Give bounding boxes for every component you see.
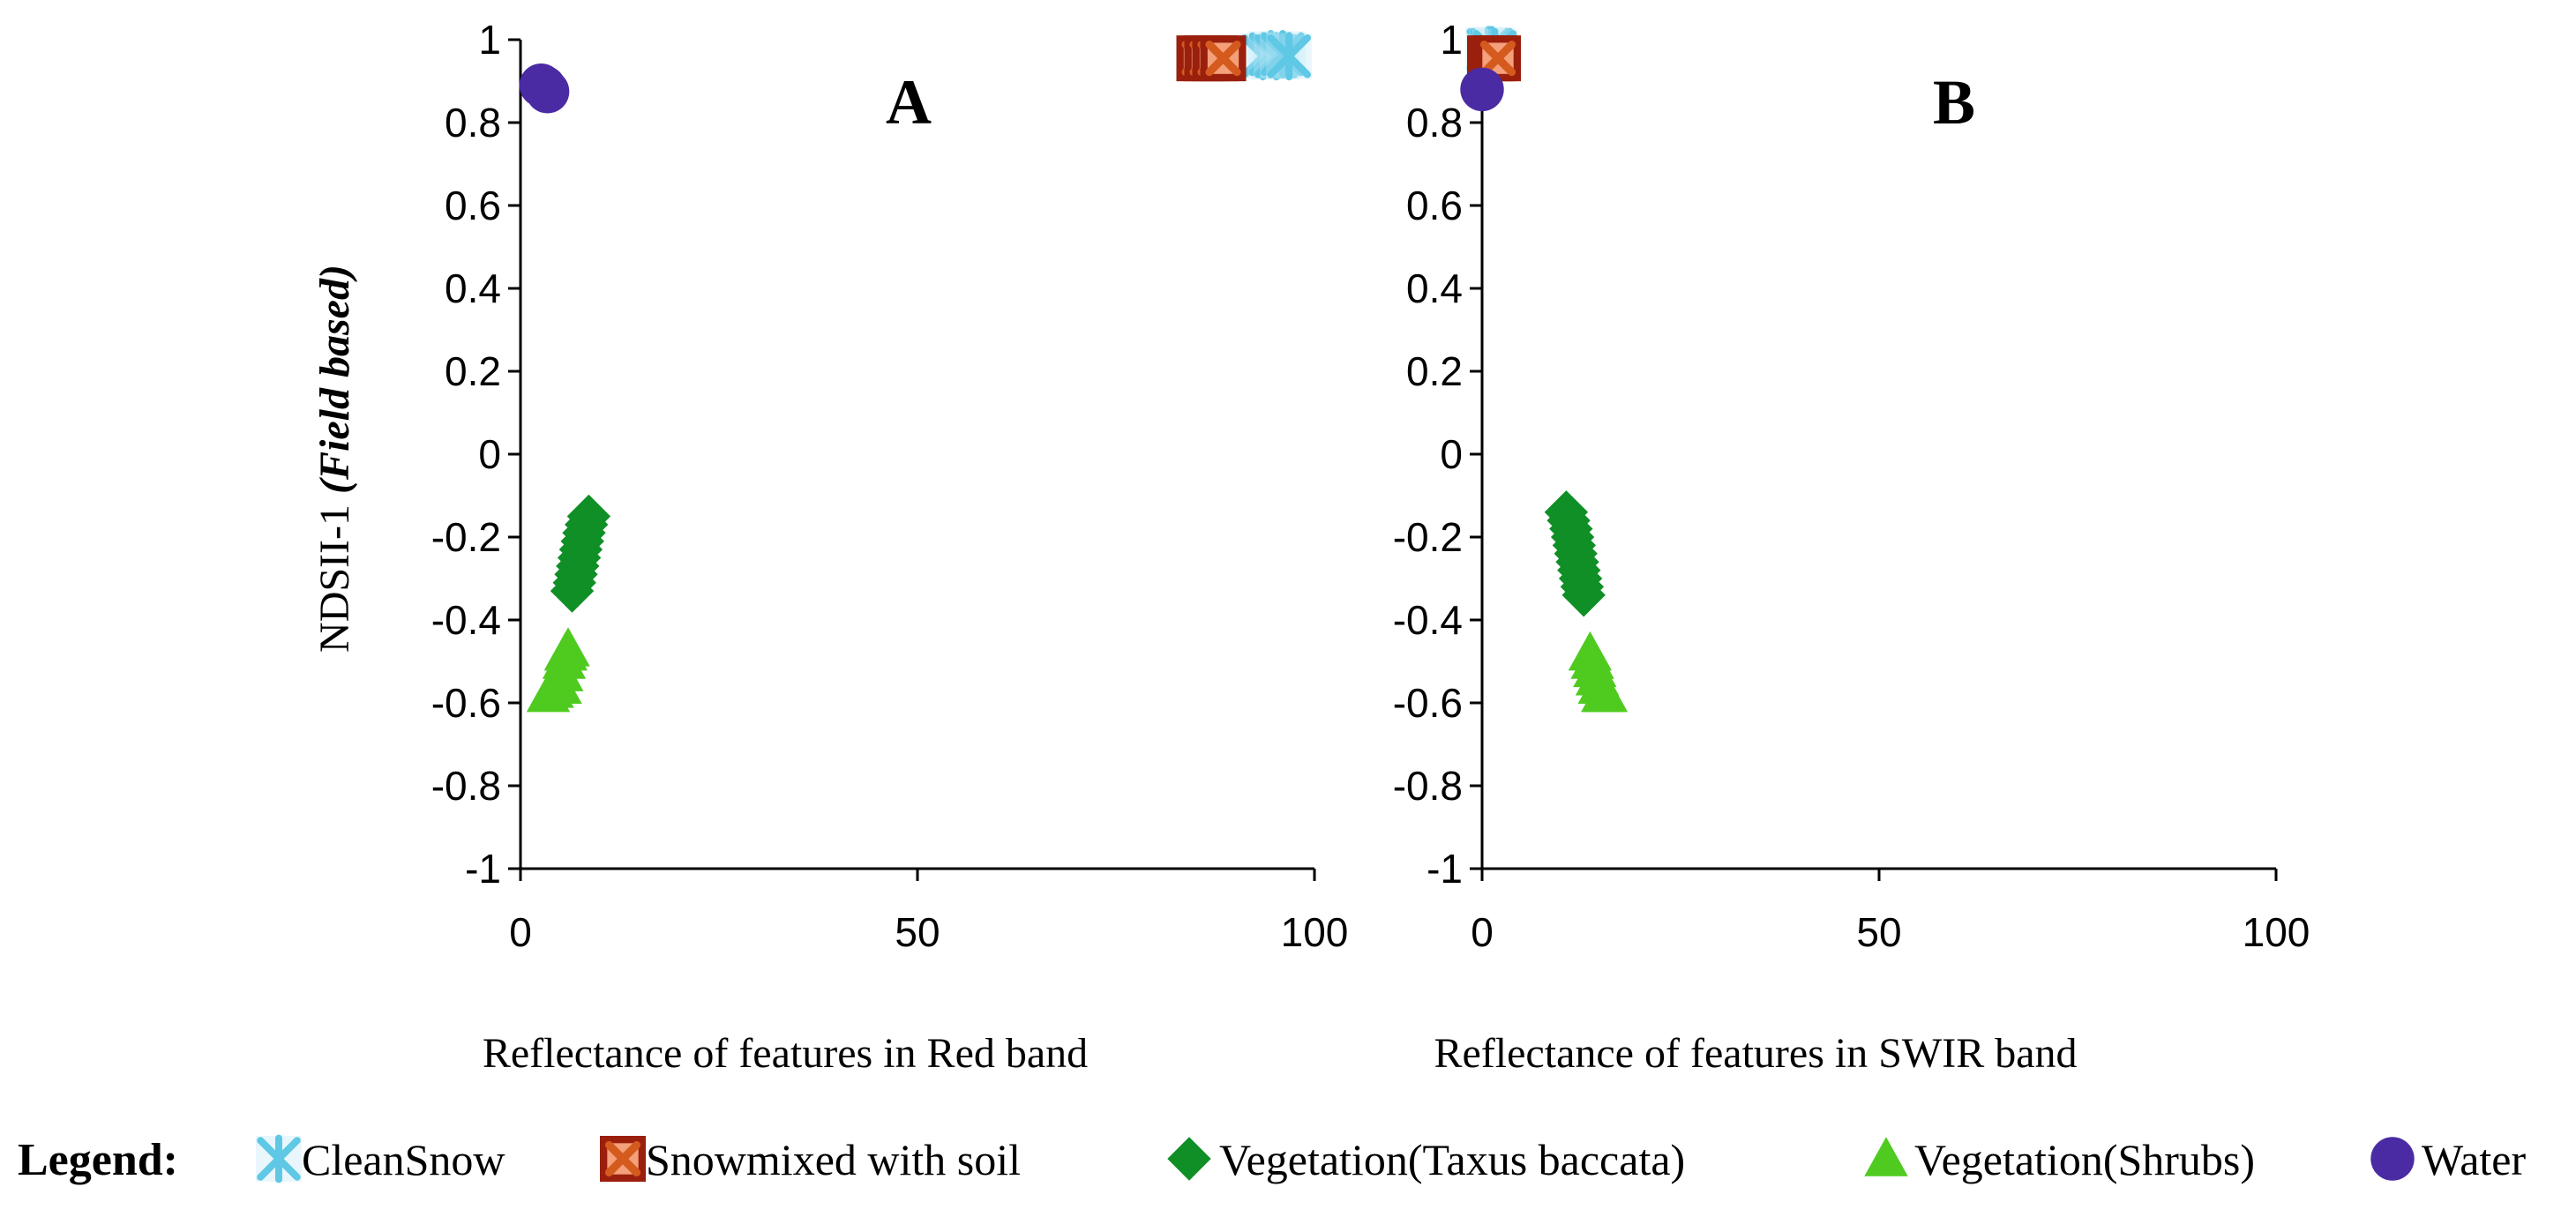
- panel-b-point-vegetation-taxus-baccata: [1561, 573, 1606, 617]
- panel-b-y-tick-label: 1: [1440, 17, 1463, 63]
- panel-a-x-tick-label: 0: [509, 909, 532, 955]
- panel-b-y-tick-label: -1: [1427, 846, 1463, 892]
- panel-a-y-tick-label: 0.4: [445, 265, 501, 311]
- legend-label-shrubs: Vegetation(Shrubs): [1914, 1135, 2255, 1184]
- panel-a-point-snowmixed-with-soil: [1200, 35, 1247, 82]
- panel-b-point-vegetation-shrubs: [1584, 672, 1629, 713]
- legend-item-taxus: Vegetation(Taxus baccata): [1167, 1135, 1685, 1184]
- panel-b-plot: -1-0.8-0.6-0.4-0.200.20.40.60.81 0 50 100 …: [1393, 17, 2310, 1077]
- panel-a-y-tick-label: 0.8: [445, 100, 501, 146]
- legend-item-water: Water: [2370, 1135, 2526, 1184]
- panel-b-y-tick-label: -0.8: [1393, 763, 1463, 809]
- panel-b-y-tick-label: -0.2: [1393, 514, 1463, 560]
- panel-b-x-tick-label: 50: [1856, 909, 1901, 955]
- panel-a-y-tick-label: -0.4: [431, 597, 501, 643]
- panel-a-y-tick-label: -0.8: [431, 763, 501, 809]
- panel-b-series-vegetation-taxus-baccata: [1544, 490, 1606, 617]
- panel-a-y-axis-title-main: NDSII-1: [311, 504, 358, 653]
- legend-marker-vegetation-shrubs: [1864, 1137, 1908, 1176]
- panel-b-x-axis-title: Reflectance of features in SWIR band: [1434, 1030, 2077, 1077]
- panel-a-point-water: [525, 70, 570, 114]
- legend-marker-water: [2370, 1137, 2415, 1181]
- panel-b-y-tick-label: 0.2: [1406, 348, 1463, 394]
- panel-b-series-vegetation-shrubs: [1568, 631, 1629, 713]
- panel-b-y-tick-label: -0.6: [1393, 680, 1463, 726]
- panel-a-y-axis-title-italic: (Field based): [311, 265, 358, 494]
- panel-b-y-tick-label: 0: [1440, 431, 1463, 477]
- panel-a-y-tick-label: 1: [478, 17, 501, 63]
- panel-b-series-snowmixed-with-soil: [1467, 35, 1521, 82]
- panel-b-y-tick-label: 0.6: [1406, 183, 1463, 228]
- panel-a-y-tick-label: 0.6: [445, 183, 501, 228]
- panel-a-y-axis-title: NDSII-1 (Field based): [311, 265, 358, 653]
- panel-b-y-tick-label: -0.4: [1393, 597, 1463, 643]
- legend-item-clean-snow: CleanSnow: [256, 1134, 505, 1184]
- panel-b-x-tick-label: 100: [2243, 909, 2310, 955]
- legend-label-taxus: Vegetation(Taxus baccata): [1219, 1135, 1685, 1184]
- panel-a-y-tick-label: 0.2: [445, 348, 501, 394]
- panel-a-x-tick-label: 100: [1281, 909, 1349, 955]
- panel-b-y-tick-label: 0.4: [1406, 265, 1463, 311]
- diamond-icon: [1167, 1137, 1211, 1181]
- boxed-x-icon: [600, 1136, 646, 1182]
- panel-a-y-tick-label: -1: [465, 846, 501, 892]
- panel-a-series-vegetation-taxus-baccata: [550, 494, 611, 613]
- legend-title: Legend:: [18, 1135, 178, 1185]
- panel-a-series-snowmixed-with-soil: [1176, 35, 1247, 82]
- triangle-icon: [1864, 1137, 1908, 1176]
- panel-b-label: B: [1933, 67, 1975, 138]
- panel-a-series-vegetation-shrubs: [526, 627, 590, 713]
- panel-a-point-vegetation-shrubs: [546, 627, 590, 667]
- legend: Legend: CleanSnow Snowmixed with soil Ve…: [18, 1134, 2526, 1185]
- panel-a-series-water: [519, 63, 570, 114]
- panel-a-y-tick-label: 0: [478, 431, 501, 477]
- panel-b-y-tick-label: 0.8: [1406, 100, 1463, 146]
- panel-a-series-cleansnow: [1239, 30, 1313, 81]
- circle-icon: [2370, 1137, 2415, 1181]
- panel-a-plot: -1-0.8-0.6-0.4-0.200.20.40.60.81 0 50 100 …: [311, 17, 1348, 1077]
- panel-b-series-water: [1460, 67, 1504, 112]
- panel-a-point-vegetation-taxus-baccata: [566, 494, 611, 539]
- panel-a-y-tick-label: -0.2: [431, 514, 501, 560]
- legend-marker-cleansnow: [256, 1134, 302, 1183]
- asterisk-x-icon: [256, 1134, 302, 1183]
- panel-a-y-tick-label: -0.6: [431, 680, 501, 726]
- panel-a-x-axis-title: Reflectance of features in Red band: [483, 1030, 1088, 1077]
- legend-label-water: Water: [2422, 1135, 2526, 1184]
- panel-a-point-cleansnow: [1266, 32, 1313, 81]
- legend-marker-snowmixed-with-soil: [600, 1136, 646, 1182]
- legend-item-shrubs: Vegetation(Shrubs): [1864, 1135, 2255, 1184]
- legend-label-snow-soil: Snowmixed with soil: [646, 1135, 1021, 1184]
- legend-label-clean-snow: CleanSnow: [302, 1135, 505, 1184]
- panel-a-x-tick-label: 50: [895, 909, 940, 955]
- panel-a-label: A: [886, 67, 932, 138]
- panel-b-x-tick-label: 0: [1471, 909, 1494, 955]
- legend-item-snow-soil: Snowmixed with soil: [600, 1135, 1021, 1184]
- panel-b-point-water: [1460, 67, 1504, 112]
- legend-marker-vegetation-taxus-baccata: [1167, 1137, 1211, 1181]
